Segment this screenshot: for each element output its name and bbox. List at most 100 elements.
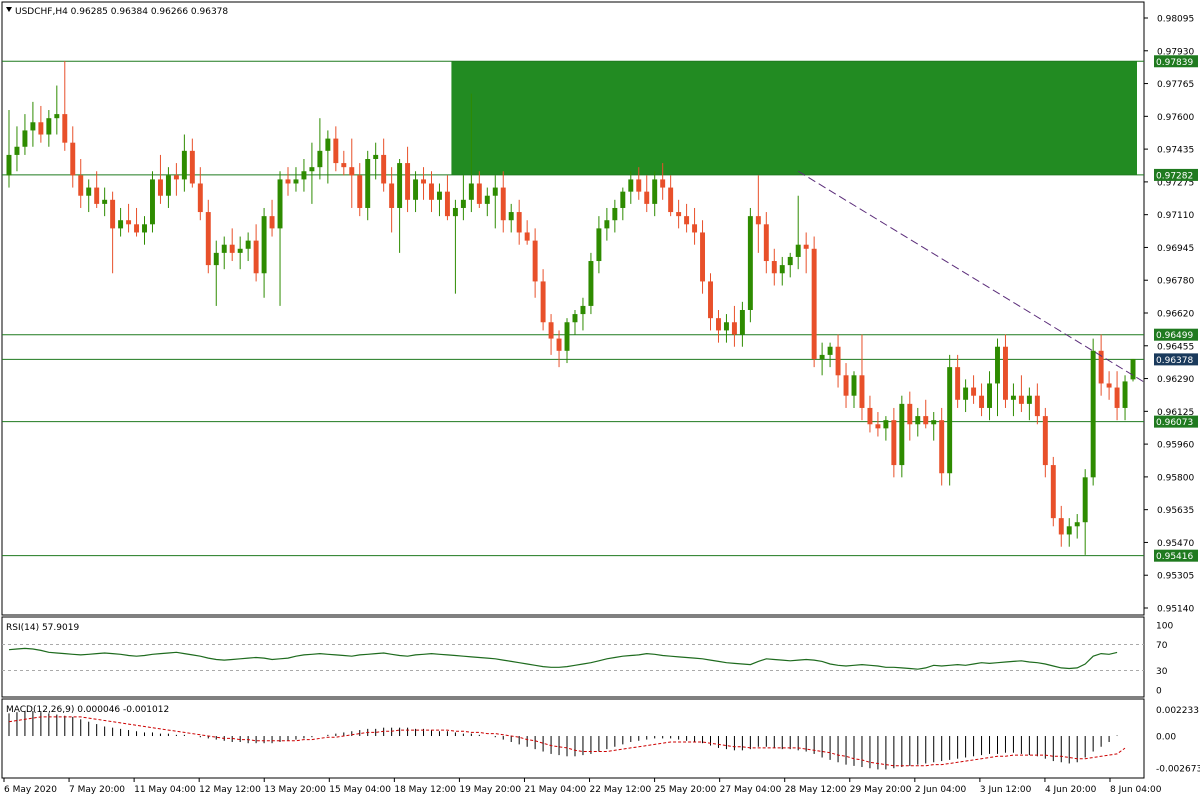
candle-body xyxy=(907,403,913,425)
candle-body xyxy=(779,265,785,274)
level-tag-label: 0.96378 xyxy=(1156,356,1193,366)
candle-body xyxy=(381,154,387,184)
candle-body xyxy=(277,179,283,229)
candle-body xyxy=(859,375,865,408)
triangle-down-icon[interactable] xyxy=(6,7,12,12)
candle-body xyxy=(572,314,578,323)
time-tick-label: 19 May 20:00 xyxy=(459,785,521,795)
candle-body xyxy=(1066,526,1072,535)
candle-body xyxy=(357,175,363,208)
candle-body xyxy=(811,248,817,359)
candle-body xyxy=(660,179,666,188)
rsi-tick-label: 0 xyxy=(1156,687,1162,697)
candle-body xyxy=(1042,416,1048,466)
candle-body xyxy=(110,199,116,229)
candle-body xyxy=(46,118,52,135)
candle-body xyxy=(1114,387,1120,408)
macd-panel[interactable]: 0.002233 0.00 -0.002673 MACD(12,26,9) 0.00… xyxy=(1,698,1200,779)
price-tick-label: 0.96290 xyxy=(1157,375,1194,385)
time-tick-label: 6 May 2020 xyxy=(4,785,57,795)
candle-body xyxy=(684,216,690,225)
candle-body xyxy=(181,150,187,180)
candle-body xyxy=(987,383,992,408)
candle-body xyxy=(1002,346,1008,400)
candle-body xyxy=(341,163,347,168)
rsi-tick-label: 100 xyxy=(1156,622,1173,632)
candle-body xyxy=(915,416,921,425)
time-tick-label: 15 May 04:00 xyxy=(329,785,391,795)
candle-body xyxy=(708,281,713,319)
candle-body xyxy=(763,224,769,262)
candle-body xyxy=(580,305,586,315)
candle-body xyxy=(30,122,36,131)
level-tag-box xyxy=(1154,168,1198,181)
candle-body xyxy=(612,207,618,221)
candle-body xyxy=(349,167,355,176)
candle-body xyxy=(157,179,163,196)
time-tick-label: 13 May 20:00 xyxy=(264,785,326,795)
candle-body xyxy=(1106,383,1112,388)
candle-body xyxy=(899,403,905,466)
candle-body xyxy=(22,130,28,147)
candle-body xyxy=(947,367,953,474)
candle-body xyxy=(1098,350,1104,384)
time-tick-label: 18 May 12:00 xyxy=(394,785,456,795)
candle-body xyxy=(221,244,227,253)
candle-body xyxy=(6,154,12,176)
rsi-panel[interactable]: 100 70 30 0 RSI(14) 57.9019 xyxy=(1,616,1173,698)
price-tick-label: 0.97110 xyxy=(1157,211,1194,221)
rsi-axis: 100 70 30 0 xyxy=(1156,622,1173,697)
candle-body xyxy=(891,420,897,466)
candle-body xyxy=(723,322,729,331)
macd-histogram-layer xyxy=(8,710,1126,770)
candle-body xyxy=(229,244,235,253)
candle-body xyxy=(1034,395,1040,417)
price-tick-label: 0.97600 xyxy=(1157,113,1194,123)
candle-body xyxy=(421,179,426,184)
candle-body xyxy=(716,318,721,331)
candle-body xyxy=(668,187,674,213)
candle-body xyxy=(309,167,315,172)
candle-body xyxy=(524,232,530,241)
candle-body xyxy=(189,150,195,184)
candle-body xyxy=(389,183,395,208)
candle-body xyxy=(700,232,706,282)
candle-body xyxy=(142,224,147,233)
candle-body xyxy=(795,244,801,257)
candle-body xyxy=(213,252,219,266)
candle-body xyxy=(317,150,323,168)
candle-body xyxy=(931,420,937,425)
macd-signal-line xyxy=(8,716,1126,767)
chart-title: USDCHF,H4 0.96285 0.96384 0.96266 0.9637… xyxy=(15,7,228,17)
candle-body xyxy=(173,175,179,180)
candle-body xyxy=(995,346,1000,384)
rsi-line-layer xyxy=(2,644,1144,671)
time-tick-label: 25 May 20:00 xyxy=(655,785,717,795)
candle-body xyxy=(596,228,602,262)
price-tick-label: 0.95960 xyxy=(1157,441,1194,451)
time-tick-label: 11 May 04:00 xyxy=(134,785,196,795)
chart-header: USDCHF,H4 0.96285 0.96384 0.96266 0.9637… xyxy=(6,7,228,17)
price-tick-label: 0.96125 xyxy=(1157,408,1194,418)
time-tick-label: 27 May 04:00 xyxy=(720,785,782,795)
candle-body xyxy=(285,179,291,184)
candle-body xyxy=(165,175,171,196)
candle-body xyxy=(500,187,506,221)
candle-body xyxy=(405,163,411,200)
rsi-line xyxy=(8,647,1118,670)
time-tick-label: 12 May 12:00 xyxy=(199,785,261,795)
candle-body xyxy=(747,216,753,310)
candle-body xyxy=(94,187,100,204)
candle-body xyxy=(676,212,682,217)
candle-body xyxy=(134,224,140,233)
rsi-panel-frame xyxy=(1,616,1145,698)
price-axis: 0.98095 0.97930 0.97765 0.97600 0.97435 0.972… xyxy=(1144,15,1194,615)
price-panel-frame xyxy=(1,1,1145,616)
price-tick-label: 0.96780 xyxy=(1157,277,1194,287)
candle-body xyxy=(150,179,155,225)
candle-body xyxy=(875,424,881,429)
candle-body xyxy=(397,163,403,208)
price-panel[interactable]: 0.98095 0.97930 0.97765 0.97600 0.97435 0.972… xyxy=(1,1,1198,616)
